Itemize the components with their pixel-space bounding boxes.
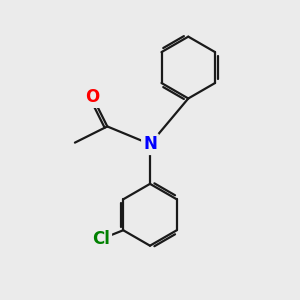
Text: N: N — [143, 135, 157, 153]
Text: O: O — [85, 88, 100, 106]
Text: Cl: Cl — [92, 230, 110, 248]
